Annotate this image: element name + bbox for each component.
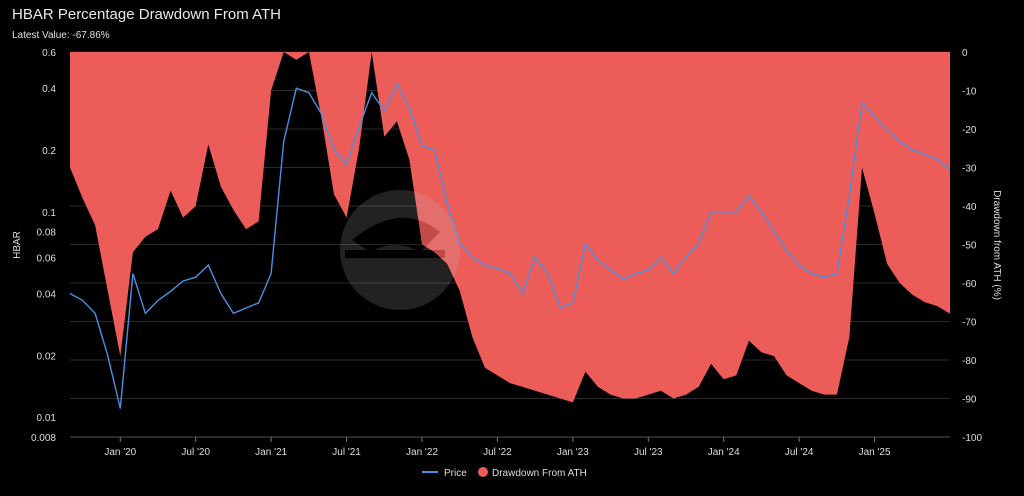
- left-tick-label: 0.02: [37, 351, 57, 362]
- x-tick-label: Jul '23: [634, 447, 663, 458]
- right-axis-ticks: 0 -10 -20 -30 -40 -50 -60 -70 -80 -90 -100: [962, 48, 982, 444]
- x-tick-label: Jul '22: [483, 447, 512, 458]
- left-tick-label: 0.6: [42, 48, 56, 59]
- legend-label-price: Price: [444, 468, 467, 479]
- drawdown-area-layer: [70, 52, 950, 403]
- x-tick-label: Jan '20: [104, 447, 136, 458]
- chart-subtitle: Latest Value: -67.86%: [12, 30, 110, 41]
- right-tick-label: -30: [962, 164, 977, 175]
- left-axis-ticks: 0.008 0.01 0.02 0.04 0.06 0.08 0.1 0.2 0.4 0.6: [31, 48, 56, 444]
- price-line-layer: [69, 82, 951, 409]
- right-tick-label: -60: [962, 279, 977, 290]
- legend-item-drawdown[interactable]: Drawdown From ATH: [478, 467, 587, 479]
- legend-item-price[interactable]: Price: [422, 468, 467, 479]
- x-tick-label: Jan '24: [708, 447, 740, 458]
- legend-label-drawdown: Drawdown From ATH: [492, 468, 587, 479]
- x-tick-label: Jul '21: [332, 447, 361, 458]
- legend: Price Drawdown From ATH: [422, 467, 587, 479]
- right-tick-label: -90: [962, 395, 977, 406]
- left-tick-label: 0.2: [42, 146, 56, 157]
- y-axis-label-left: HBAR: [12, 231, 23, 259]
- x-tick-label: Jan '21: [255, 447, 287, 458]
- left-tick-label: 0.01: [37, 413, 57, 424]
- right-tick-label: -10: [962, 87, 977, 98]
- left-tick-label: 0.08: [37, 228, 57, 239]
- right-tick-label: -20: [962, 125, 977, 136]
- right-tick-label: -40: [962, 202, 977, 213]
- left-tick-label: 0.008: [31, 433, 56, 444]
- x-tick-label: Jul '20: [181, 447, 210, 458]
- drawdown-area: [70, 52, 950, 403]
- x-tick-label: Jan '23: [557, 447, 589, 458]
- right-tick-label: -70: [962, 318, 977, 329]
- y-axis-label-right: Drawdown from ATH (%): [991, 190, 1002, 300]
- left-tick-label: 0.4: [42, 84, 56, 95]
- x-tick-label: Jul '24: [785, 447, 814, 458]
- right-tick-label: -50: [962, 241, 977, 252]
- x-tick-label: Jan '25: [859, 447, 891, 458]
- right-tick-label: -100: [962, 433, 982, 444]
- x-axis-ticks: Jan '20 Jul '20 Jan '21 Jul '21 Jan '22 Jul '…: [70, 436, 950, 458]
- right-tick-label: 0: [962, 48, 968, 59]
- price-line: [69, 82, 951, 409]
- x-tick-label: Jan '22: [406, 447, 438, 458]
- left-tick-label: 0.06: [37, 253, 57, 264]
- left-tick-label: 0.04: [37, 289, 57, 300]
- logo-watermark: [340, 190, 460, 310]
- right-tick-label: -80: [962, 356, 977, 367]
- left-tick-label: 0.1: [42, 208, 56, 219]
- chart-title: HBAR Percentage Drawdown From ATH: [12, 6, 281, 23]
